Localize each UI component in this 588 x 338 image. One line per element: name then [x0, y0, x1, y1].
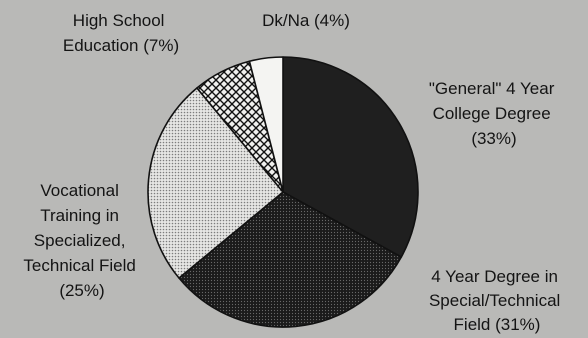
label-vocational: Vocational Training in Specialized, Tech…	[23, 181, 140, 300]
label-general-degree: "General" 4 Year College Degree (33%)	[429, 79, 559, 148]
pie-slice-1	[178, 191, 403, 328]
pie-slice-4	[248, 56, 284, 193]
label-technical-degree: 4 Year Degree in Special/Technical Field…	[429, 267, 565, 334]
pie-slices	[147, 56, 419, 328]
label-high-school: High School Education (7%)	[63, 11, 179, 55]
pie-slice-0	[282, 56, 419, 258]
label-dkna: Dk/Na (4%)	[262, 11, 350, 30]
pie-slice-2	[147, 87, 284, 279]
